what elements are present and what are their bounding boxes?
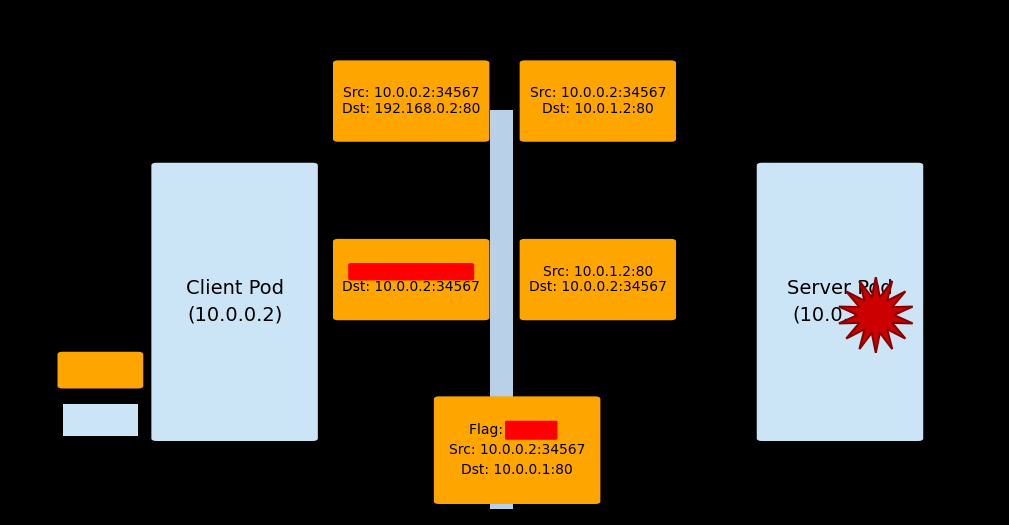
FancyBboxPatch shape (520, 60, 676, 142)
Text: Src: 10.0.0.2:34567: Src: 10.0.0.2:34567 (343, 86, 479, 100)
Text: Dst: 10.0.1.2:80: Dst: 10.0.1.2:80 (542, 102, 654, 116)
Text: Src: 10.0.1.2:80: Src: 10.0.1.2:80 (543, 265, 653, 279)
FancyBboxPatch shape (333, 60, 489, 142)
Text: Dst: 10.0.0.2:34567: Dst: 10.0.0.2:34567 (529, 280, 667, 295)
Text: Src: 10.0.0.2:34567: Src: 10.0.0.2:34567 (530, 86, 666, 100)
Text: Flag:: Flag: (468, 423, 507, 437)
Text: Server Pod
(10.0.1.2): Server Pod (10.0.1.2) (787, 279, 893, 324)
Text: RST: RST (516, 423, 547, 437)
Text: Dst: 10.0.0.1:80: Dst: 10.0.0.1:80 (461, 463, 573, 477)
Text: Client Pod
(10.0.0.2): Client Pod (10.0.0.2) (186, 279, 284, 324)
Bar (490, 110, 513, 509)
Text: Src: 10.0.0.2:34567: Src: 10.0.0.2:34567 (449, 443, 585, 457)
Text: Dst: 10.0.0.2:34567: Dst: 10.0.0.2:34567 (342, 280, 480, 295)
Polygon shape (838, 277, 913, 353)
FancyBboxPatch shape (151, 163, 318, 441)
FancyBboxPatch shape (348, 263, 474, 280)
FancyBboxPatch shape (434, 396, 600, 504)
FancyBboxPatch shape (504, 421, 557, 440)
FancyBboxPatch shape (520, 239, 676, 320)
Bar (63, 404, 138, 436)
Text: Dst: 192.168.0.2:80: Dst: 192.168.0.2:80 (342, 102, 480, 116)
FancyBboxPatch shape (333, 239, 489, 320)
Text: Src: 10.0.1.2:80: Src: 10.0.1.2:80 (349, 265, 473, 279)
FancyBboxPatch shape (757, 163, 923, 441)
FancyBboxPatch shape (58, 352, 143, 388)
